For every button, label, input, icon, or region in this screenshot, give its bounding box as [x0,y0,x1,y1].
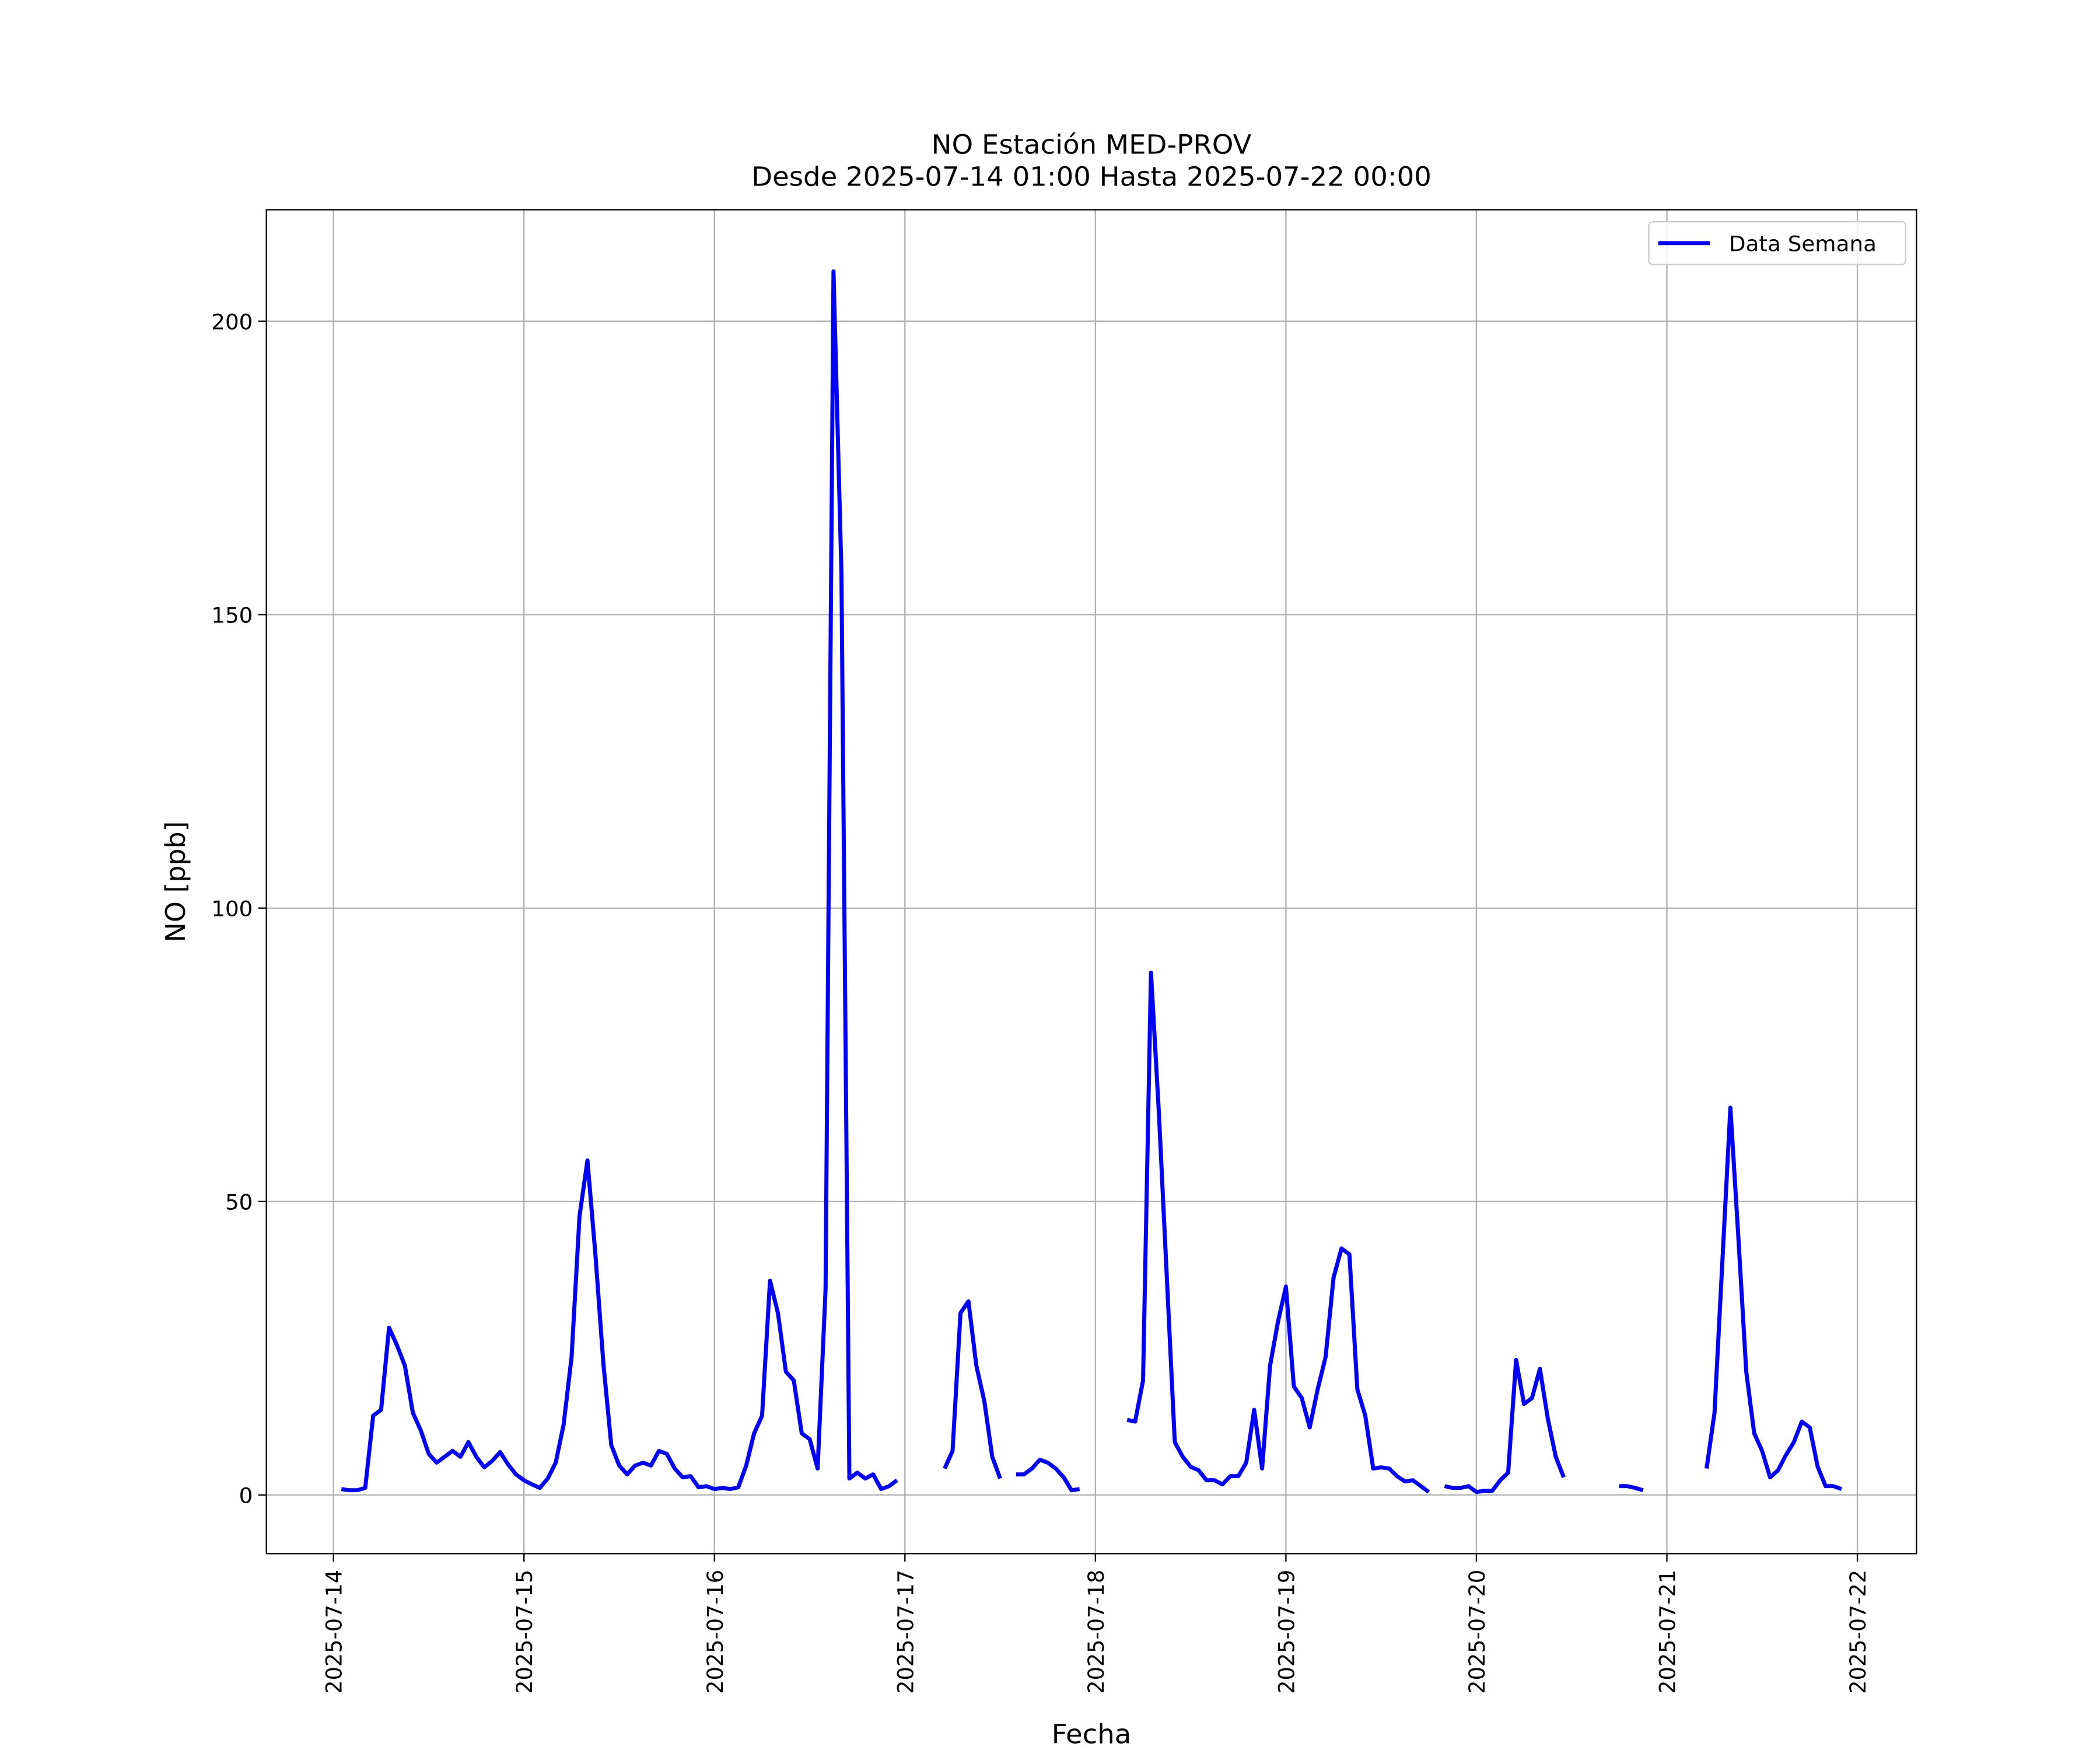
legend-label: Data Semana [1729,232,1877,257]
plot-frame [265,209,1917,1555]
legend-box [1648,221,1906,265]
chart-subtitle: Desde 2025-07-14 01:00 Hasta 2025-07-22 … [751,161,1432,192]
y-tick-label: 200 [211,310,253,335]
x-tick-label: 2025-07-19 [1274,1570,1299,1694]
y-tick-label: 100 [211,897,253,922]
data-line [341,269,1843,1494]
x-tick-label: 2025-07-16 [702,1570,727,1694]
x-tick-label: 2025-07-22 [1846,1570,1871,1694]
x-tick-label: 2025-07-21 [1655,1570,1680,1694]
x-axis-label: Fecha [1052,1718,1132,1750]
y-axis-label: NO [ppb] [160,821,191,943]
x-tick-label: 2025-07-15 [512,1570,537,1694]
x-tick-label: 2025-07-17 [893,1570,918,1694]
y-tick-label: 150 [211,603,253,628]
x-tick-label: 2025-07-20 [1465,1570,1490,1694]
x-tick-label: 2025-07-14 [321,1570,346,1694]
y-tick-label: 50 [225,1190,253,1215]
chart-title: NO Estación MED-PROV [932,129,1252,160]
legend: Data Semana [1648,221,1906,265]
x-tick-label: 2025-07-18 [1084,1570,1109,1694]
y-tick-label: 0 [239,1483,253,1508]
